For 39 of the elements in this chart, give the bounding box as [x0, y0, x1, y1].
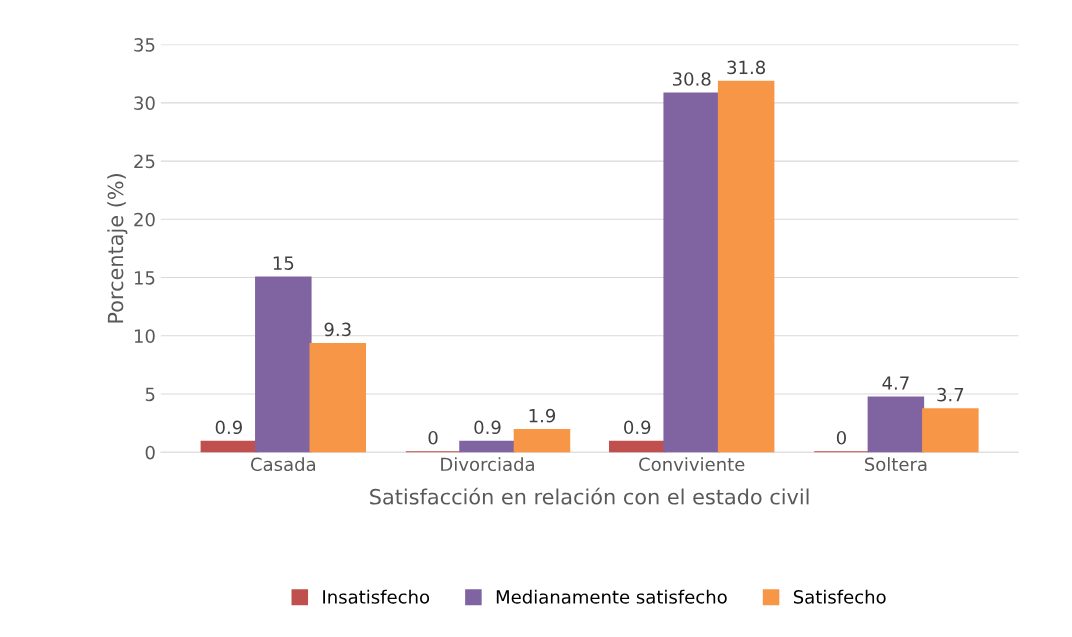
data-label: 3.7 [937, 387, 964, 402]
bar [922, 408, 979, 453]
data-label: 0.9 [624, 420, 651, 435]
data-label: 15 [273, 256, 294, 270]
legend-label: Satisfecho [793, 589, 886, 604]
data-label: 0 [428, 430, 438, 445]
bar [663, 92, 720, 453]
bar [459, 440, 516, 453]
bar [513, 429, 571, 453]
y-tick-label: 5 [145, 387, 155, 402]
bar [200, 440, 258, 453]
data-label: 1.9 [529, 408, 556, 423]
x-tick-label: Casada [250, 457, 316, 472]
x-tick-label: Divorciada [441, 457, 534, 472]
y-tick-label: 25 [134, 154, 155, 169]
data-label: 9.3 [324, 322, 351, 337]
y-tick-label: 20 [134, 212, 155, 227]
y-tick-label: 35 [134, 38, 155, 52]
x-axis-title: Satisfacción en relación con el estado civil [370, 487, 809, 505]
x-tick-label: Conviviente [639, 457, 745, 472]
y-tick-label: 30 [134, 96, 155, 110]
legend-label: Insatisfecho [323, 589, 430, 604]
bar [309, 342, 367, 453]
y-tick-label: 0 [145, 445, 155, 460]
bar [608, 440, 666, 453]
y-tick-label: 15 [134, 271, 155, 285]
y-tick-label: 10 [134, 329, 155, 343]
x-tick-label: Soltera [864, 457, 927, 472]
legend-label: Medianamente satisfecho [496, 589, 727, 604]
data-label: 4.7 [882, 376, 909, 390]
y-axis-title: Porcentaje (%) [107, 174, 128, 323]
data-label: 0 [836, 430, 846, 445]
bar [255, 276, 312, 453]
data-label: 0.9 [215, 420, 242, 435]
bar [717, 80, 775, 453]
bar [867, 396, 925, 453]
data-label: 30.8 [672, 72, 711, 86]
data-label: 31.8 [727, 60, 766, 75]
data-label: 0.9 [474, 420, 501, 435]
